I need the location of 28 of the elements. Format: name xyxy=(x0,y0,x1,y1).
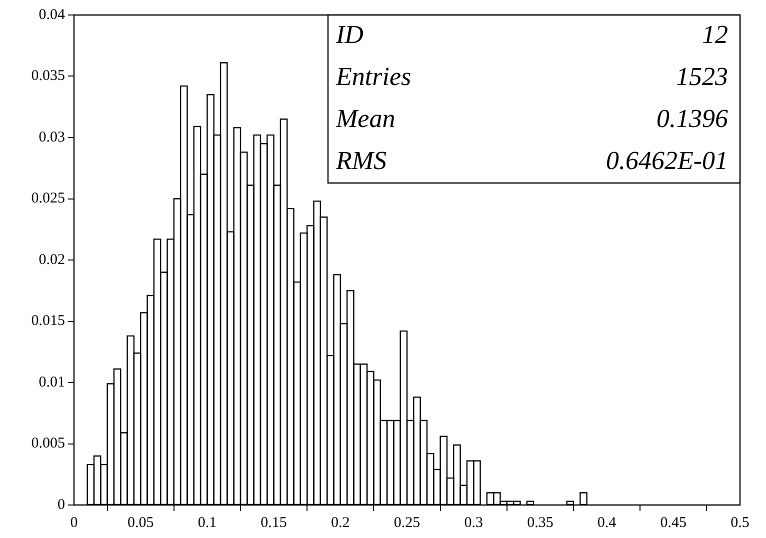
x-tick-label: 0.4 xyxy=(597,514,617,531)
x-tick-label: 0.1 xyxy=(198,514,217,531)
y-tick-label: 0.04 xyxy=(38,6,66,23)
x-tick-label: 0.25 xyxy=(394,514,420,531)
x-tick-label: 0.2 xyxy=(331,514,350,531)
x-tick-label: 0.5 xyxy=(730,514,750,531)
annotation: 12 xyxy=(702,20,728,49)
x-tick-label: 0.35 xyxy=(527,514,554,531)
y-tick-label: 0.005 xyxy=(31,436,65,452)
annotation: Entries xyxy=(335,62,412,91)
y-tick-label: 0.015 xyxy=(31,313,65,330)
y-tick-label: 0.01 xyxy=(38,374,65,390)
x-tick-label: 0.45 xyxy=(660,514,687,531)
annotation: RMS xyxy=(335,146,387,175)
annotation: Mean xyxy=(335,104,396,133)
x-tick-label: 0.05 xyxy=(127,514,154,531)
y-tick-label: 0 xyxy=(58,496,65,513)
y-tick-label: 0.02 xyxy=(38,252,65,268)
y-tick-label: 0.035 xyxy=(31,68,65,84)
y-tick-label: 0.03 xyxy=(38,129,65,146)
annotation: 0.6462E-01 xyxy=(606,146,728,175)
annotation: ID xyxy=(335,20,364,49)
y-tick-label: 0.025 xyxy=(31,190,65,207)
x-tick-label: 0 xyxy=(70,514,78,531)
x-tick-label: 0.15 xyxy=(260,514,287,531)
annotation: 1523 xyxy=(676,62,728,91)
x-tick-label: 0.3 xyxy=(464,514,483,531)
annotation: 0.1396 xyxy=(656,104,728,133)
